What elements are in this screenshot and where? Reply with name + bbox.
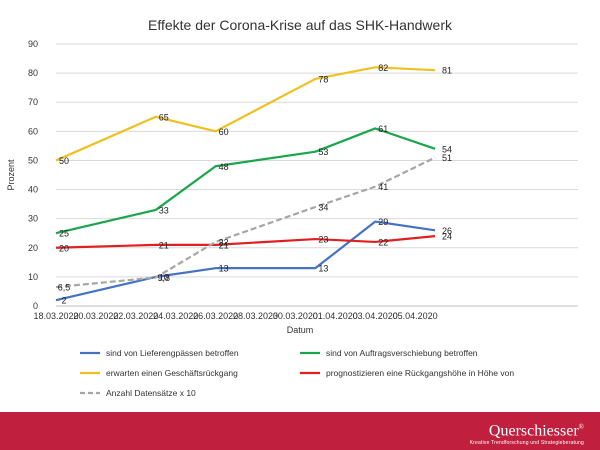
data-label: 21 (159, 240, 169, 250)
data-label: 23 (318, 235, 328, 245)
brand-name: Querschiesser® (470, 418, 584, 440)
y-tick-label: 80 (28, 68, 38, 78)
data-label: 82 (378, 63, 388, 73)
x-tick-label: 26.03.2020 (193, 311, 238, 321)
data-label: 2 (61, 296, 66, 306)
y-axis-title: Prozent (6, 159, 16, 191)
y-tick-label: 10 (28, 272, 38, 282)
data-label: 48 (219, 162, 229, 172)
brand-name-text: Querschiesser (488, 422, 579, 440)
y-tick-label: 90 (28, 39, 38, 49)
data-label: 24 (442, 232, 452, 242)
y-tick-label: 20 (28, 243, 38, 253)
series-line-5 (55, 156, 436, 289)
data-label: 78 (318, 74, 328, 84)
legend-label: Anzahl Datensätze x 10 (106, 388, 196, 398)
series-line-3 (55, 66, 436, 162)
legend-label: sind von Auftragsverschiebung betroffen (326, 348, 478, 358)
data-label: 20 (59, 243, 69, 253)
y-tick-label: 70 (28, 97, 38, 107)
y-tick-label: 60 (28, 126, 38, 136)
data-label: 61 (378, 124, 388, 134)
data-label: 25 (59, 229, 69, 239)
data-label: 6,5 (58, 283, 71, 293)
data-label: 13 (318, 264, 328, 274)
x-tick-label: 24.03.2020 (153, 311, 198, 321)
chart-title: Effekte der Corona-Krise auf das SHK-Han… (148, 17, 453, 33)
data-label: 13 (219, 264, 229, 274)
x-tick-label: 03.04.2020 (353, 311, 398, 321)
series-line-2 (55, 127, 436, 235)
data-label: 22 (378, 237, 388, 247)
legend-label: prognostizieren eine Rückgangshöhe in Hö… (326, 368, 514, 378)
brand-mark: ® (578, 423, 584, 431)
data-label: 53 (318, 147, 328, 157)
data-label: 65 (159, 112, 169, 122)
data-label: 41 (378, 182, 388, 192)
footer-band (0, 412, 600, 450)
y-tick-label: 50 (28, 155, 38, 165)
data-label: 50 (59, 156, 69, 166)
legend-label: sind von Lieferengpässen betroffen (106, 348, 239, 358)
y-tick-label: 30 (28, 214, 38, 224)
data-label: 10 (159, 272, 169, 282)
data-label: 33 (159, 205, 169, 215)
x-tick-label: 05.04.2020 (393, 311, 438, 321)
x-tick-label: 01.04.2020 (313, 311, 358, 321)
brand-tagline: Kreative Trendforschung und Strategieber… (469, 440, 584, 447)
data-label: 51 (442, 153, 452, 163)
y-tick-label: 40 (28, 185, 38, 195)
brand-logo: Querschiesser® Kreative Trendforschung u… (470, 418, 584, 447)
series-line-4 (55, 235, 436, 249)
data-label: 54 (442, 144, 452, 154)
x-tick-label: 22.03.2020 (113, 311, 158, 321)
x-tick-label: 28.03.2020 (233, 311, 278, 321)
data-label: 34 (318, 203, 328, 213)
data-label: 60 (219, 127, 229, 137)
x-tick-label: 18.03.2020 (33, 311, 78, 321)
data-label: 21 (219, 240, 229, 250)
data-label: 22 (219, 237, 229, 247)
data-label: 26 (442, 226, 452, 236)
series-line-1 (55, 220, 436, 302)
y-tick-label: 0 (33, 301, 38, 311)
x-tick-label: 20.03.2020 (73, 311, 118, 321)
legend-label: erwarten einen Geschäftsrückgang (106, 368, 238, 378)
data-label: 81 (442, 66, 452, 76)
x-tick-label: 30.03.2020 (273, 311, 318, 321)
data-label: 9,8 (157, 273, 170, 283)
x-axis-title: Datum (287, 325, 314, 335)
data-label: 29 (378, 217, 388, 227)
